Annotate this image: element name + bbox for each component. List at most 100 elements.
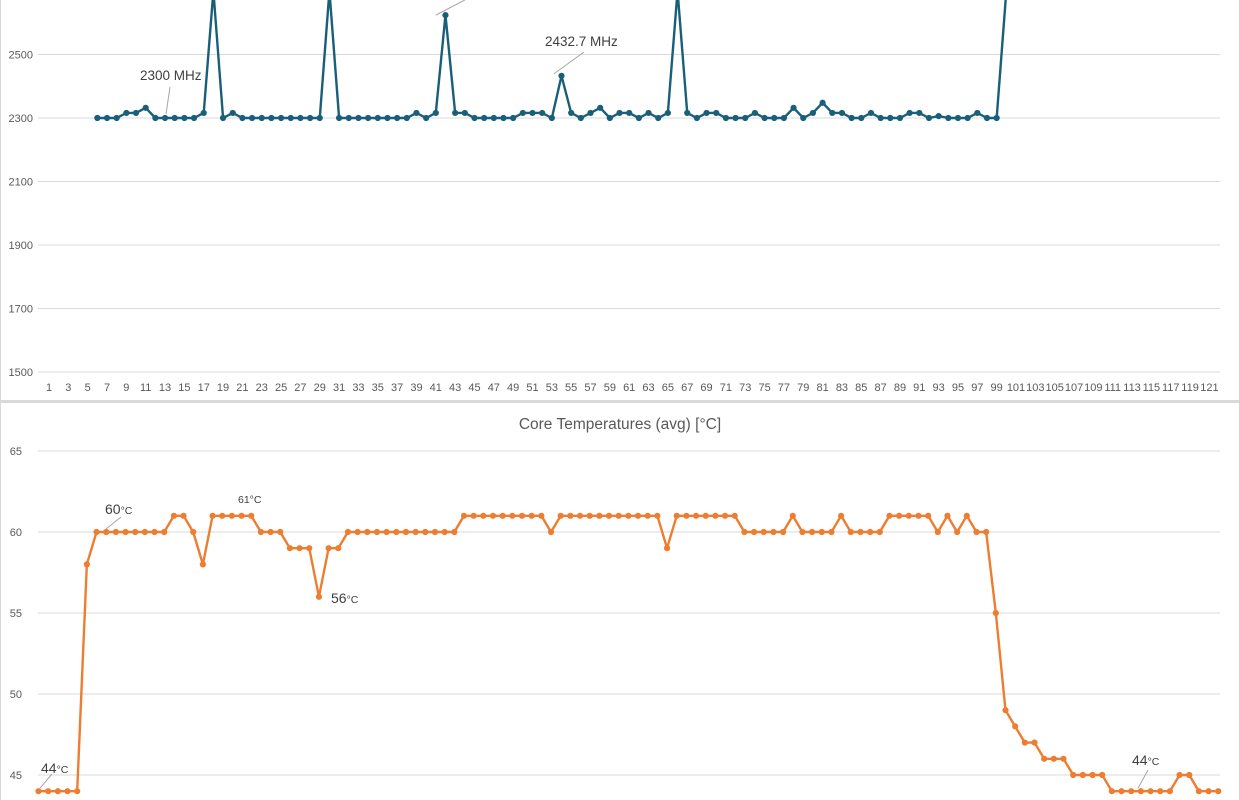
x-tick-label: 103 xyxy=(1026,382,1044,394)
data-point xyxy=(625,512,632,519)
data-point xyxy=(112,528,119,536)
top-gridlines xyxy=(38,54,1220,373)
data-point xyxy=(219,114,227,122)
data-point xyxy=(74,788,81,795)
data-point xyxy=(490,114,497,122)
annotation-label: 2300 MHz xyxy=(140,68,202,83)
x-tick-label: 7 xyxy=(104,382,110,394)
data-point xyxy=(452,109,459,117)
data-point xyxy=(499,512,506,519)
y-tick-label: 2100 xyxy=(9,177,33,189)
data-point xyxy=(451,528,458,536)
data-point xyxy=(122,528,129,536)
y-tick-label: 1700 xyxy=(9,304,33,316)
y-tick-label: 50 xyxy=(10,689,22,701)
x-tick-label: 117 xyxy=(1162,382,1180,394)
data-point xyxy=(413,109,420,117)
data-point xyxy=(539,109,546,117)
data-point xyxy=(306,545,313,552)
x-tick-label: 115 xyxy=(1143,382,1161,394)
data-point xyxy=(489,512,497,519)
data-point xyxy=(471,114,478,122)
data-point xyxy=(963,512,970,519)
data-point xyxy=(161,528,168,536)
data-point xyxy=(964,114,971,122)
data-point xyxy=(239,114,246,122)
data-point xyxy=(800,114,807,122)
data-point xyxy=(142,104,149,111)
annotation-label: 61°C xyxy=(238,494,262,506)
data-point xyxy=(867,109,875,117)
x-tick-label: 51 xyxy=(526,382,538,394)
annotation-label: 44°C xyxy=(1132,752,1160,768)
data-point xyxy=(402,528,410,536)
data-point xyxy=(344,528,352,536)
data-point xyxy=(751,109,759,117)
data-point xyxy=(335,545,342,552)
chart-separator xyxy=(0,400,1239,403)
data-point xyxy=(925,512,932,519)
data-point xyxy=(315,593,323,600)
data-point xyxy=(1215,788,1222,795)
data-point xyxy=(103,528,110,536)
data-point xyxy=(655,114,662,122)
data-point xyxy=(286,545,294,552)
x-tick-label: 67 xyxy=(681,382,693,394)
x-tick-label: 29 xyxy=(314,382,326,394)
data-point xyxy=(635,114,642,122)
data-point xyxy=(403,114,410,122)
data-point xyxy=(644,512,651,519)
data-point xyxy=(113,114,120,122)
y-tick-label: 1500 xyxy=(9,367,33,379)
x-tick-label: 11 xyxy=(140,382,151,394)
data-point xyxy=(857,528,864,536)
data-point xyxy=(664,109,671,117)
bottom-gridlines xyxy=(38,450,1220,776)
data-point xyxy=(423,114,430,122)
x-tick-label: 71 xyxy=(720,382,732,394)
data-point xyxy=(867,528,874,536)
data-point xyxy=(568,109,575,117)
data-point xyxy=(558,72,565,79)
x-tick-label: 33 xyxy=(352,382,364,394)
data-point xyxy=(721,512,729,519)
data-point xyxy=(703,109,710,117)
data-point xyxy=(190,528,197,536)
top-y-axis: 1500 1700 1900 2100 2300 2500 xyxy=(9,50,33,380)
data-point xyxy=(732,114,739,122)
data-point xyxy=(170,512,177,519)
x-tick-label: 49 xyxy=(507,382,519,394)
data-point xyxy=(528,512,535,519)
x-tick-label: 69 xyxy=(700,382,712,394)
x-tick-label: 61 xyxy=(623,382,635,394)
data-point xyxy=(1002,707,1009,714)
data-point xyxy=(141,528,148,536)
data-point xyxy=(1147,788,1154,795)
data-point xyxy=(1070,771,1077,779)
data-point xyxy=(983,114,991,122)
data-point xyxy=(442,12,449,19)
data-point xyxy=(267,528,274,536)
data-point xyxy=(818,528,825,536)
data-point xyxy=(597,104,604,111)
data-point xyxy=(470,512,477,519)
data-point xyxy=(268,114,275,122)
data-point xyxy=(1060,755,1067,762)
data-point xyxy=(200,109,207,117)
x-tick-label: 77 xyxy=(778,382,790,394)
data-point xyxy=(431,528,439,536)
data-point xyxy=(345,114,352,122)
data-point xyxy=(374,114,381,122)
data-point xyxy=(916,109,923,117)
data-point xyxy=(354,528,361,536)
data-point xyxy=(974,109,981,117)
data-point xyxy=(248,512,255,519)
data-point xyxy=(1079,771,1086,779)
data-point xyxy=(422,528,429,536)
top-x-axis: 1 3 5 7 9 11 13 15 17 19 21 23 25 27 29 31 33 35 37 39 41 43 4… xyxy=(46,382,1219,394)
x-tick-label: 21 xyxy=(236,382,248,394)
data-point xyxy=(819,99,826,106)
y-tick-label: 45 xyxy=(10,770,22,782)
data-point xyxy=(693,114,700,122)
data-point xyxy=(161,114,169,122)
